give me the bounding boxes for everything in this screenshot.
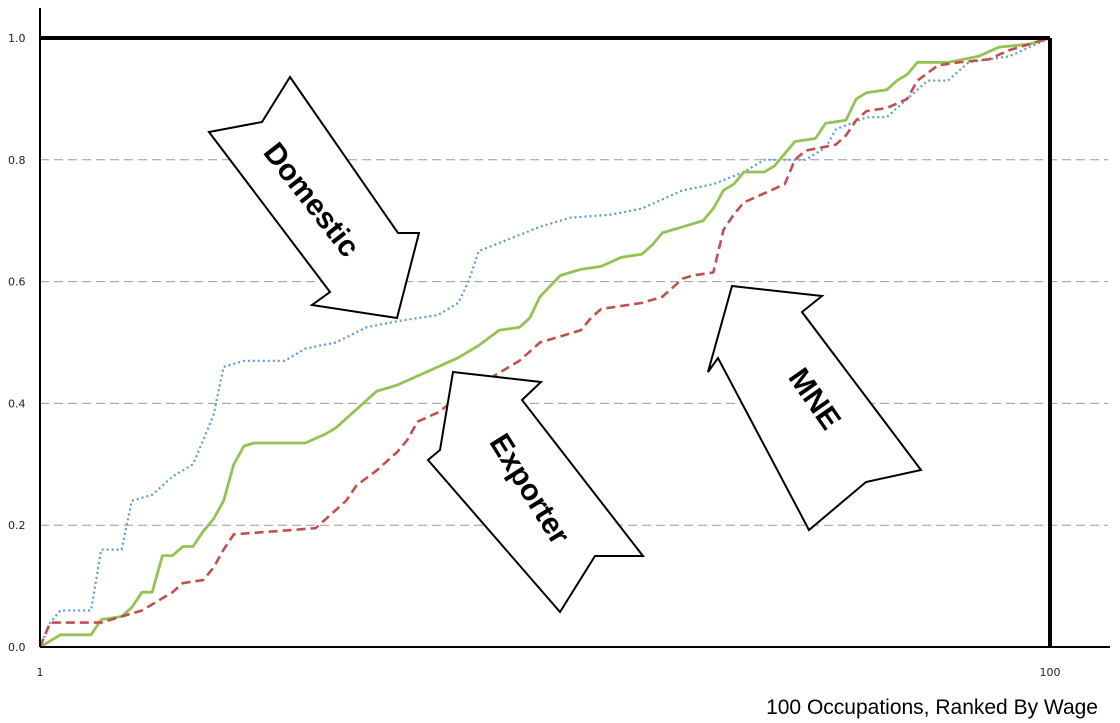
y-tick-label: 0.0 [8,641,26,654]
series-line-mne [38,36,1051,648]
series-line-exporter [39,36,1051,649]
y-tick-labels: 0.0 0.2 0.4 0.6 0.8 1.0 [8,32,26,654]
x-tick-label: 1 [37,666,44,679]
x-tick-label: 100 [1040,666,1061,679]
y-tick-label: 1.0 [8,32,26,45]
y-tick-label: 0.8 [8,154,26,167]
mne-arrow: MNE [707,284,923,532]
y-tick-label: 0.2 [8,519,26,532]
exporter-arrow: Exporter [426,370,646,614]
y-tick-label: 0.6 [8,276,26,289]
y-tick-label: 0.4 [8,397,26,410]
series-group [38,36,1051,649]
series-line-domestic [38,36,1051,648]
x-axis-label: 100 Occupations, Ranked By Wage [766,696,1098,719]
x-tick-labels: 1 100 [37,666,1061,679]
